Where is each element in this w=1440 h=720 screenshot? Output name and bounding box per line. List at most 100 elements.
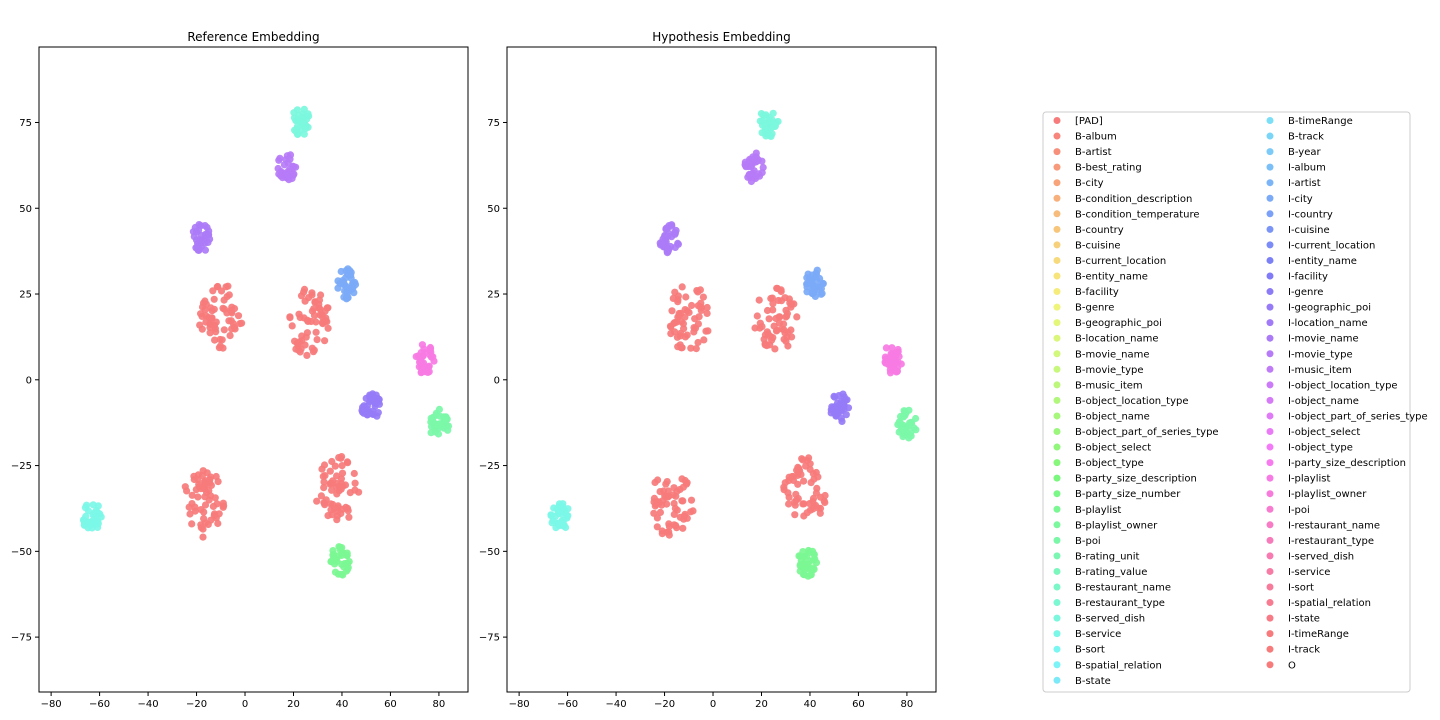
hypothesis-point-b-service (547, 511, 555, 519)
legend-label-i-sort: I-sort (1288, 583, 1314, 594)
legend-label-i-object-name: I-object_name (1288, 396, 1359, 407)
reference-point-i-playlist (426, 343, 434, 352)
legend-label-i-city: I-city (1288, 194, 1313, 205)
legend-marker-i-genre (1266, 288, 1274, 296)
legend-marker-b-artist (1053, 148, 1061, 156)
legend-label-b-country: B-country (1075, 225, 1124, 236)
legend-marker-i-track (1266, 645, 1274, 653)
hypothesis-point-i-geographic-poi (827, 406, 835, 414)
reference-point-b-served-dish (304, 110, 312, 118)
hypothesis-point-o (763, 306, 772, 315)
hypothesis-point-i-movie-name (658, 239, 666, 247)
reference-point-o (318, 465, 326, 473)
hypothesis-point-o (672, 318, 681, 326)
legend-label-i-object-select: I-object_select (1288, 427, 1360, 438)
legend-label-i-spatial-relation: I-spatial_relation (1288, 598, 1371, 609)
reference-point-o (230, 305, 239, 313)
reference-point-i-playlist (425, 363, 433, 371)
legend-marker-i-playlist (1266, 474, 1274, 482)
hypothesis-point-o (667, 323, 675, 331)
legend-marker-i-entity-name (1266, 256, 1274, 264)
reference-point-i-geographic-poi (369, 407, 377, 415)
reference-point-o (220, 296, 228, 304)
legend-label-b-movie-type: B-movie_type (1075, 365, 1144, 376)
legend-marker-b-object-select (1053, 443, 1061, 451)
reference-point-i-city (344, 294, 352, 302)
reference-point-o (303, 351, 311, 359)
reference-point-i-city (339, 279, 347, 287)
reference-point-b-service (94, 502, 102, 510)
hypothesis-point-o (664, 493, 672, 501)
legend-label-b-music-item: B-music_item (1075, 380, 1143, 391)
reference-point-o (296, 313, 304, 322)
legend-marker-b-music-item (1053, 381, 1061, 389)
hypothesis-point-o (681, 476, 689, 485)
hypothesis-point-i-movie-type (746, 171, 755, 179)
legend-entries: [PAD] B-album B-artist B-best_rating B-city B… (1053, 116, 1428, 687)
hypothesis-point-o (699, 293, 708, 301)
legend-marker-i-spatial-relation (1266, 599, 1274, 607)
hypothesis-point-o (694, 338, 702, 347)
legend-label-b-object-location-type: B-object_location_type (1075, 396, 1189, 407)
reference-point-i-playlist (417, 359, 426, 367)
hypothesis-point-b-poi (905, 434, 913, 442)
legend-label-b-best-rating: B-best_rating (1075, 163, 1142, 174)
hypothesis-point-o (655, 498, 663, 506)
hypothesis-point-o (678, 344, 686, 352)
reference-point-o (199, 533, 207, 541)
reference-point-o (338, 462, 346, 470)
hypothesis-point-o (677, 329, 685, 337)
reference-point-o (194, 493, 202, 501)
reference-x-tick-label: 80 (433, 699, 446, 710)
hypothesis-point-o (800, 477, 808, 485)
hypothesis-x-tick-label: −60 (557, 699, 578, 710)
legend-marker-i-object-location-type (1266, 381, 1274, 389)
legend-marker-i-served-dish (1266, 552, 1274, 560)
reference-point-o (226, 332, 234, 340)
hypothesis-embedding-panel: Hypothesis Embedding −80 −60 −40 −20 0 20 40 60… (479, 30, 937, 710)
hypothesis-point-o (690, 328, 698, 336)
hypothesis-point-o (773, 284, 781, 292)
legend-marker-b-party-size-number (1053, 490, 1061, 498)
reference-point-o (208, 307, 216, 315)
hypothesis-point-o (806, 500, 814, 508)
reference-point-o (219, 499, 227, 507)
reference-point-o (199, 299, 208, 307)
legend-label-b-album: B-album (1075, 132, 1117, 143)
legend-marker-o (1266, 661, 1274, 669)
reference-point-o (185, 503, 193, 511)
reference-point-o (200, 515, 208, 523)
reference-point-b-playlist (334, 552, 342, 560)
hypothesis-point-o (679, 483, 688, 491)
legend-label-b-movie-name: B-movie_name (1075, 349, 1150, 360)
reference-point-o (312, 328, 320, 336)
hypothesis-point-o (671, 328, 679, 336)
reference-point-i-geographic-poi (375, 396, 383, 404)
legend-label-i-timerange: I-timeRange (1288, 629, 1349, 640)
legend-marker-b-year (1266, 148, 1274, 156)
hypothesis-point-i-movie-name (664, 244, 672, 252)
reference-point-i-city (347, 271, 355, 279)
reference-point-o (186, 510, 194, 518)
legend-label-b-track: B-track (1288, 132, 1324, 143)
reference-point-i-movie-type (283, 171, 291, 179)
reference-point-o (298, 337, 306, 345)
hypothesis-point-o (805, 454, 813, 462)
legend-label-i-track: I-track (1288, 645, 1320, 656)
reference-point-b-playlist (336, 544, 344, 552)
reference-point-i-playlist (429, 353, 437, 361)
hypothesis-point-o (791, 511, 799, 519)
hypothesis-point-o (806, 460, 814, 468)
hypothesis-point-o (664, 487, 672, 495)
reference-point-b-service (81, 520, 89, 528)
legend-label-o: O (1288, 660, 1296, 671)
reference-point-o (310, 305, 318, 313)
hypothesis-point-i-geographic-poi (835, 403, 843, 411)
legend-label-i-country: I-country (1288, 209, 1333, 220)
reference-point-b-service (97, 513, 105, 521)
hypothesis-point-i-city (817, 290, 825, 298)
reference-point-o (288, 322, 296, 330)
hypothesis-point-b-playlist (799, 548, 807, 556)
legend-label-i-party-size-description: I-party_size_description (1288, 458, 1406, 469)
hypothesis-point-i-movie-type (752, 149, 760, 157)
